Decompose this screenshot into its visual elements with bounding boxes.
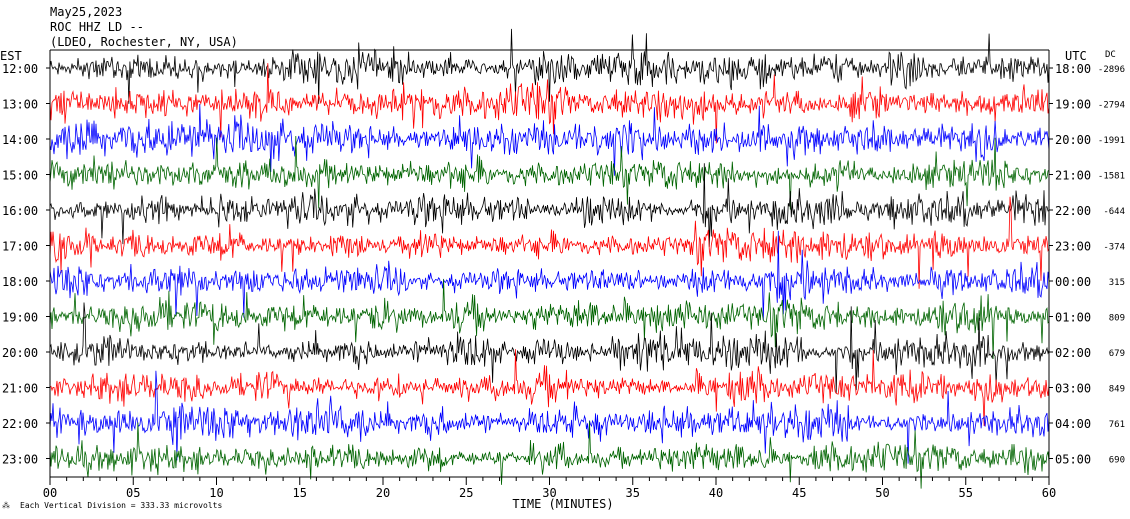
x-tick-label: 20: [376, 486, 390, 500]
scale-note-icon: ⁂: [2, 501, 10, 510]
x-tick-label: 45: [792, 486, 806, 500]
utc-tick-label: 20:00: [1055, 133, 1091, 147]
dc-value-label: 849: [1109, 385, 1125, 395]
scale-note: Each Vertical Division = 333.33 microvol…: [20, 501, 222, 510]
dc-value-label: -2794: [1098, 101, 1125, 111]
x-tick-label: 00: [43, 486, 57, 500]
x-tick-label: 30: [542, 486, 556, 500]
dc-value-label: 690: [1109, 456, 1125, 466]
x-axis-label: TIME (MINUTES): [512, 497, 613, 511]
utc-tick-label: 00:00: [1055, 275, 1091, 289]
utc-tick-label: 23:00: [1055, 240, 1091, 254]
est-tick-label: 12:00: [2, 62, 38, 76]
utc-tick-label: 03:00: [1055, 382, 1091, 396]
x-tick-label: 05: [126, 486, 140, 500]
chart-title-station: ROC HHZ LD --: [50, 20, 144, 34]
trace-1500: [49, 135, 1050, 210]
row-labels: 12:00 18:00 -2896 13:00 19:00 -2794 14:00 20:00…: [2, 62, 1125, 467]
trace-2100: [49, 349, 1050, 427]
est-tick-label: 19:00: [2, 311, 38, 325]
x-tick-label: 55: [959, 486, 973, 500]
utc-tick-label: 05:00: [1055, 453, 1091, 467]
x-tick-label: 25: [459, 486, 473, 500]
dc-value-label: 315: [1109, 278, 1125, 288]
est-tick-label: 16:00: [2, 204, 38, 218]
trace-2200: [49, 370, 1050, 464]
est-tick-label: 14:00: [2, 133, 38, 147]
est-tick-label: 18:00: [2, 275, 38, 289]
seismic-traces: [49, 28, 1050, 489]
utc-tick-label: 18:00: [1055, 62, 1091, 76]
x-tick-label: 10: [209, 486, 223, 500]
utc-tick-label: 04:00: [1055, 417, 1091, 431]
dc-value-label: -374: [1103, 243, 1125, 253]
trace-2000: [49, 302, 1050, 394]
x-tick-label: 40: [709, 486, 723, 500]
dc-value-label: -644: [1103, 207, 1125, 217]
est-tick-label: 13:00: [2, 98, 38, 112]
utc-tick-label: 01:00: [1055, 311, 1091, 325]
est-tick-label: 15:00: [2, 169, 38, 183]
dc-value-label: -1991: [1098, 136, 1125, 146]
est-tick-label: 22:00: [2, 417, 38, 431]
utc-tick-label: 21:00: [1055, 169, 1091, 183]
est-axis-label: EST: [0, 49, 22, 63]
x-tick-label: 60: [1042, 486, 1056, 500]
dc-value-label: 679: [1109, 349, 1125, 359]
x-axis-ticks: 00 05 10 15 20 25 30 35 40 45 50 55 60: [43, 477, 1056, 500]
dc-value-label: -1581: [1098, 172, 1125, 182]
chart-title-date: May25,2023: [50, 5, 122, 19]
trace-1800: [49, 230, 1050, 321]
dc-column-label: DC: [1105, 50, 1116, 60]
trace-1900: [49, 279, 1050, 360]
utc-axis-label: UTC: [1065, 49, 1087, 63]
est-tick-label: 17:00: [2, 240, 38, 254]
dc-value-label: 761: [1109, 420, 1125, 430]
x-tick-label: 15: [293, 486, 307, 500]
trace-1600: [49, 163, 1050, 247]
trace-1200: [49, 28, 1050, 104]
est-tick-label: 21:00: [2, 382, 38, 396]
est-tick-label: 20:00: [2, 346, 38, 360]
utc-tick-label: 22:00: [1055, 204, 1091, 218]
trace-1700: [49, 196, 1050, 289]
dc-value-label: -2896: [1098, 65, 1125, 75]
utc-tick-label: 02:00: [1055, 346, 1091, 360]
est-tick-label: 23:00: [2, 453, 38, 467]
chart-title-network: (LDEO, Rochester, NY, USA): [50, 35, 238, 49]
trace-2300: [49, 421, 1050, 489]
dc-value-label: 809: [1109, 314, 1125, 324]
utc-tick-label: 19:00: [1055, 98, 1091, 112]
trace-1300: [49, 63, 1050, 144]
x-tick-label: 35: [626, 486, 640, 500]
x-tick-label: 50: [875, 486, 889, 500]
